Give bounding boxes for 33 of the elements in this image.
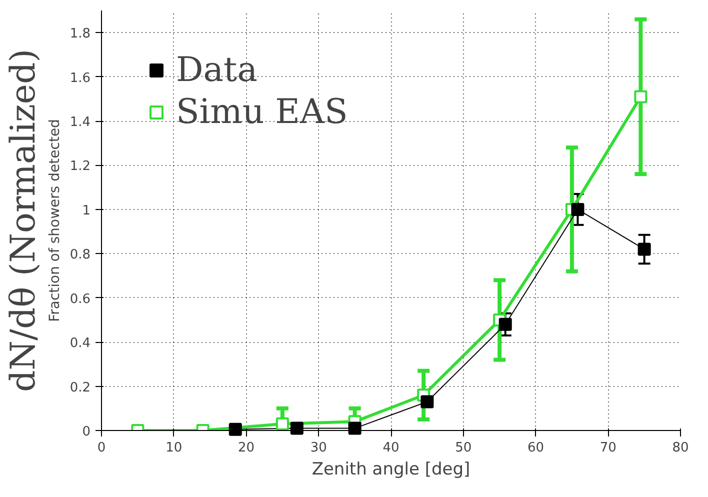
point: [571, 202, 584, 216]
point: [638, 242, 651, 256]
x-tick-label: 0: [97, 440, 106, 456]
x-tick-label: 60: [527, 440, 544, 456]
x-tick-label: 50: [455, 440, 472, 456]
point: [290, 422, 304, 435]
point: [228, 422, 242, 436]
y-tick-label: 0.2: [70, 380, 91, 396]
x-tick-label: 80: [672, 440, 689, 456]
legend-label: Data: [176, 50, 258, 90]
y-tick-label: 1: [82, 203, 91, 218]
x-tick-label: 70: [600, 440, 616, 456]
legend-label: Simu EAS: [176, 92, 348, 132]
y-tick-label: 0.4: [70, 336, 91, 352]
y-axis-title: dN/dθ (Normalized): [4, 48, 44, 392]
x-tick-label: 10: [166, 440, 182, 456]
y-tick-label: 0: [82, 424, 91, 440]
x-tick-label: 30: [310, 440, 327, 456]
text: Fraction of showers detected: [46, 119, 63, 322]
x-tick-label: 40: [382, 440, 400, 456]
y-tick-label: 0.8: [70, 248, 91, 263]
x-axis-title: Zenith angle [deg]: [312, 460, 470, 480]
y-tick-label: 1.4: [70, 115, 91, 130]
point: [276, 417, 289, 430]
point: [498, 318, 512, 331]
y-tick-label: 0.6: [70, 292, 91, 307]
point: [420, 395, 434, 408]
y-tick-label: 1.6: [70, 70, 91, 86]
y-tick-label: 1.2: [70, 159, 91, 174]
x-tick-label: 20: [238, 440, 255, 456]
point: [634, 90, 648, 104]
y-tick-label: 1.8: [70, 26, 91, 42]
point: [348, 422, 362, 435]
